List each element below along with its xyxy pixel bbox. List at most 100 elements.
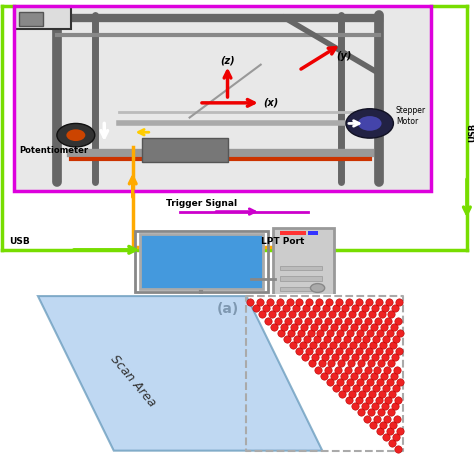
Point [381,402,389,410]
Point [336,299,343,306]
Point [389,390,396,398]
Point [379,390,386,398]
Point [313,335,320,343]
Text: Potentiometer: Potentiometer [19,146,88,155]
Bar [228,300,244,301]
Point [316,299,323,306]
Point [308,310,316,318]
Point [356,378,364,386]
Point [350,372,357,380]
Point [359,341,366,349]
Point [324,366,331,374]
Point [352,304,359,312]
Point [309,341,317,349]
Bar [14,6,431,191]
Point [288,310,296,318]
Point [271,323,278,330]
Point [371,354,379,361]
Point [322,304,329,312]
Point [354,317,362,324]
Point [311,354,319,361]
Polygon shape [38,296,322,451]
Point [328,310,336,318]
Bar [142,300,159,301]
Point [318,360,325,367]
Text: LPT Port: LPT Port [261,237,304,246]
Point [356,299,363,306]
Point [306,299,313,306]
Point [370,372,377,380]
Point [350,323,358,330]
Point [346,378,354,386]
Point [345,347,353,355]
Point [388,310,395,318]
Point [364,317,372,324]
Point [343,384,350,392]
FancyBboxPatch shape [135,297,258,309]
Point [392,384,400,392]
Text: (y): (y) [337,51,352,61]
Point [325,347,333,355]
Point [264,317,272,324]
Point [384,317,392,324]
Point [344,366,351,374]
Text: Scan Area: Scan Area [108,352,158,409]
Point [377,409,385,416]
Point [314,366,321,374]
Point [351,354,359,361]
Point [346,329,354,337]
Point [382,304,389,312]
Point [345,396,353,404]
Point [381,354,389,361]
Point [385,299,393,306]
Point [383,335,390,343]
Bar [185,302,201,304]
Point [326,378,334,386]
Point [356,329,364,337]
Point [293,335,301,343]
Point [307,329,314,337]
Point [336,378,344,386]
Point [303,335,310,343]
Point [357,409,365,416]
Point [359,390,366,398]
Text: Stepper
Motor: Stepper Motor [396,106,426,126]
Point [394,446,402,453]
Point [385,396,392,404]
Point [282,304,290,312]
Point [353,384,360,392]
Bar [206,300,223,301]
Point [382,433,390,441]
Point [390,421,397,428]
Point [380,323,388,330]
Point [334,317,342,324]
Bar [164,302,180,304]
Point [365,347,373,355]
Point [386,378,393,386]
Point [383,366,391,374]
Point [371,402,379,410]
Point [379,341,386,349]
Point [278,310,286,318]
Bar [164,304,180,306]
Bar [228,304,244,306]
Point [330,323,338,330]
Point [376,427,383,435]
Point [340,372,347,380]
Point [349,390,356,398]
Bar [142,304,159,306]
Point [360,372,367,380]
Bar [206,302,223,304]
Point [291,323,298,330]
Point [302,304,310,312]
Circle shape [57,123,95,147]
Point [292,304,300,312]
Point [386,427,393,435]
Point [337,360,345,367]
Point [365,396,373,404]
Point [387,360,395,367]
Point [396,427,403,435]
Point [392,433,400,441]
Point [376,378,383,386]
Point [337,329,344,337]
